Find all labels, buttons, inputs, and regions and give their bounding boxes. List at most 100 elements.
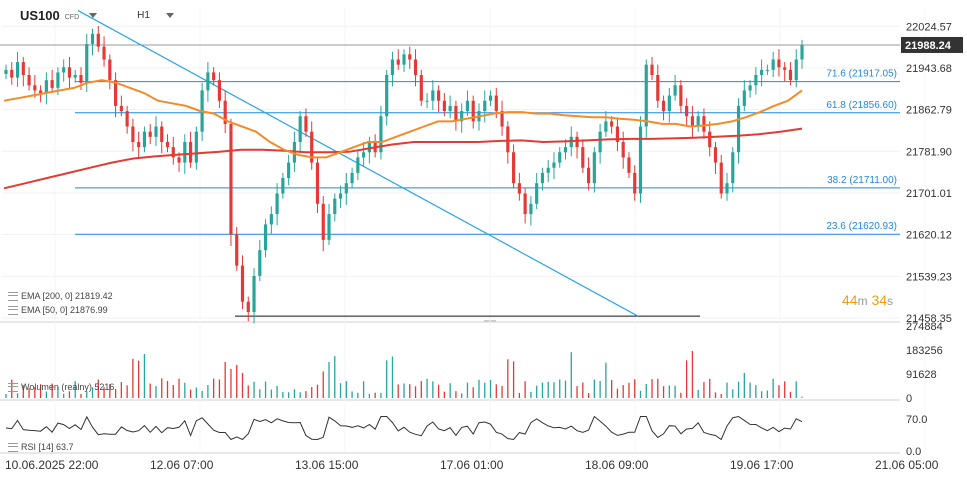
candle-body [188, 141, 193, 163]
candle-body [437, 90, 441, 101]
candle-body [431, 90, 435, 101]
candle-body [287, 162, 291, 179]
timer-minutes-unit: m [857, 294, 868, 308]
legend-settings-icon[interactable] [8, 442, 18, 452]
rsi-legend-value: 63.7 [56, 442, 74, 452]
candle-body [367, 141, 371, 153]
candle-body [402, 54, 406, 65]
legend-settings-icon[interactable] [8, 382, 18, 392]
symbol-label[interactable]: US100 [20, 8, 60, 23]
candle-body [800, 44, 804, 60]
candle-body [315, 162, 320, 204]
candle-body [39, 90, 43, 94]
candle-body [644, 64, 648, 127]
candle-body [558, 152, 562, 163]
time-tick-label: 21.06 05:00 [875, 458, 939, 472]
candle-body [108, 59, 112, 81]
last-price-label: 21988.24 [905, 40, 952, 52]
candle-body [183, 141, 187, 163]
price-tick-label: 21620.12 [906, 230, 952, 242]
candle-body [304, 116, 308, 132]
candle-body [223, 100, 227, 124]
price-tick-label: 21539.23 [906, 271, 952, 283]
candle-body [777, 59, 781, 68]
candle-body [483, 100, 487, 112]
candle-body [500, 111, 504, 127]
time-tick-label: 19.06 17:00 [730, 458, 794, 472]
candle-body [754, 74, 758, 86]
candle-body [650, 64, 654, 75]
rsi-legend-label: RSI [14] [21, 442, 54, 452]
candle-body [21, 62, 25, 75]
volume-tick-label: 274884 [906, 321, 943, 333]
price-tick-label: 21862.79 [906, 105, 952, 117]
ema200-legend[interactable]: EMA [200, 0] 21819.42 [8, 291, 113, 301]
candle-body [673, 85, 677, 96]
ema200-legend-value: 21819.42 [75, 291, 113, 301]
legend-settings-icon[interactable] [8, 291, 18, 301]
fib-level-label: 38.2 (21711.00) [827, 175, 897, 186]
candle-body [540, 172, 545, 184]
timeframe-dropdown-icon[interactable] [165, 13, 174, 18]
candle-body [563, 147, 568, 153]
volume-tick-label: 91628 [906, 369, 937, 381]
candle-body [460, 111, 464, 122]
candle-body [546, 167, 550, 173]
candle-body [252, 275, 256, 312]
volume-legend[interactable]: Wolumen (realny) 5216 [8, 382, 114, 392]
candle-body [67, 67, 72, 78]
candle-body [160, 126, 164, 142]
time-tick-label: 12.06 07:00 [150, 458, 214, 472]
candle-body [448, 105, 452, 112]
candle-body [154, 126, 158, 137]
candle-body [788, 69, 793, 81]
candle-body [765, 69, 769, 71]
time-tick-label: 13.06 15:00 [295, 458, 359, 472]
candle-countdown-timer: 44m 34s [842, 292, 893, 308]
candle-body [598, 131, 602, 153]
candle-body [396, 59, 400, 65]
price-tick-label: 21943.68 [906, 63, 952, 75]
candle-body [586, 167, 591, 184]
last-price-badge [901, 36, 963, 53]
volume-bars [5, 350, 803, 398]
candle-body [517, 183, 521, 194]
candle-body [217, 80, 222, 101]
rsi-tick-label: 70.0 [906, 414, 927, 426]
candle-body [229, 123, 233, 235]
ema50-legend[interactable]: EMA [50, 0] 21876.99 [8, 305, 108, 315]
candle-body [142, 131, 147, 148]
volume-legend-label: Wolumen (realny) [21, 382, 92, 392]
candle-body [246, 301, 250, 312]
ema50-line [3, 79, 803, 159]
rsi-legend[interactable]: RSI [14] 63.7 [8, 442, 74, 452]
candle-body [56, 72, 60, 88]
candle-body [258, 250, 262, 276]
symbol-dropdown-icon[interactable] [89, 13, 98, 18]
volume-tick-label: 183256 [906, 345, 943, 357]
volume-tick-label: 0 [906, 393, 912, 405]
candle-body [454, 105, 458, 122]
legend-settings-icon[interactable] [8, 305, 18, 315]
fib-level-label: 61.8 (21856.60) [826, 100, 897, 111]
candle-body [552, 162, 556, 168]
candle-body [281, 178, 285, 194]
fibonacci-levels: 71.6 (21917.05) 61.8 (21856.60) 38.2 (2171… [0, 44, 900, 235]
candle-body [713, 147, 718, 163]
candle-body [275, 193, 279, 215]
axes: 22024.57 21943.68 21862.79 21781.90 21701.01… [5, 21, 963, 472]
candle-body [748, 85, 752, 91]
candle-body [356, 157, 360, 173]
candle-body [165, 141, 170, 148]
candle-body [661, 100, 666, 112]
candle-body [419, 74, 423, 101]
volume-legend-value: 5216 [94, 382, 115, 392]
time-tick-label: 10.06.2025 22:00 [5, 458, 99, 472]
candle-body [731, 152, 735, 184]
candle-body [535, 183, 539, 204]
candle-body [73, 74, 77, 78]
candle-body [615, 126, 620, 142]
candle-body [696, 116, 700, 127]
timeframe-label[interactable]: H1 [137, 10, 150, 21]
